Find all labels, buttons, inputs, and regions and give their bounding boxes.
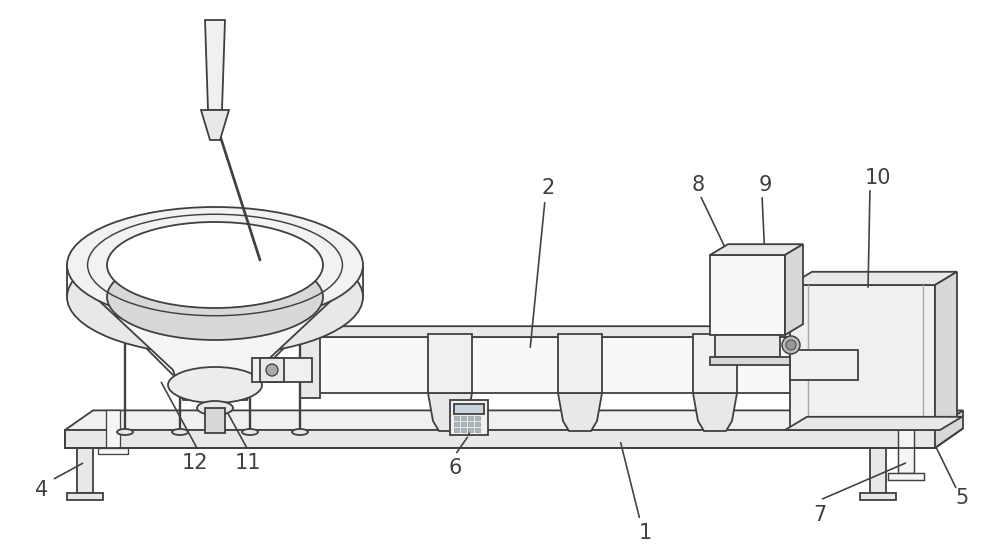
Bar	[450, 400, 488, 435]
Text: 11: 11	[235, 453, 261, 473]
Polygon shape	[898, 429, 914, 473]
Polygon shape	[252, 358, 312, 382]
Text: 5: 5	[955, 488, 969, 508]
Ellipse shape	[107, 254, 323, 340]
Polygon shape	[77, 448, 93, 493]
Polygon shape	[201, 110, 229, 140]
Bar	[454, 422, 459, 426]
Ellipse shape	[67, 207, 363, 323]
Ellipse shape	[170, 310, 190, 318]
Polygon shape	[710, 244, 803, 255]
Bar	[260, 358, 284, 382]
Circle shape	[266, 364, 278, 376]
Ellipse shape	[117, 429, 133, 435]
Bar	[461, 416, 466, 420]
Ellipse shape	[242, 429, 258, 435]
Text: 6: 6	[448, 458, 462, 478]
Polygon shape	[710, 357, 790, 365]
Polygon shape	[888, 473, 924, 480]
Polygon shape	[300, 332, 320, 398]
Ellipse shape	[292, 429, 308, 435]
Ellipse shape	[240, 310, 260, 318]
Ellipse shape	[168, 367, 262, 403]
Polygon shape	[106, 410, 120, 448]
Text: 1: 1	[638, 523, 652, 543]
Text: 12: 12	[182, 453, 208, 473]
Ellipse shape	[197, 401, 233, 415]
Bar	[454, 404, 484, 414]
Bar	[475, 428, 480, 432]
Bar	[461, 428, 466, 432]
Bar	[468, 428, 473, 432]
Bar	[475, 416, 480, 420]
Text: 9: 9	[758, 175, 772, 195]
Polygon shape	[790, 272, 957, 285]
Polygon shape	[65, 430, 935, 448]
Polygon shape	[558, 334, 602, 393]
Polygon shape	[428, 393, 472, 431]
Text: 7: 7	[813, 505, 827, 525]
Text: 10: 10	[865, 168, 891, 188]
Polygon shape	[935, 410, 963, 448]
Bar	[454, 416, 459, 420]
Polygon shape	[310, 337, 840, 393]
Polygon shape	[693, 393, 737, 431]
Circle shape	[786, 340, 796, 350]
Polygon shape	[840, 326, 858, 393]
Polygon shape	[860, 493, 896, 500]
Circle shape	[782, 336, 800, 354]
Ellipse shape	[290, 310, 310, 318]
Ellipse shape	[172, 429, 188, 435]
Polygon shape	[715, 335, 780, 357]
Polygon shape	[785, 417, 962, 430]
Bar	[461, 422, 466, 426]
Polygon shape	[935, 272, 957, 430]
Polygon shape	[710, 255, 785, 335]
Text: 4: 4	[35, 480, 49, 500]
Polygon shape	[790, 285, 935, 430]
Bar	[468, 416, 473, 420]
Polygon shape	[65, 410, 963, 430]
Polygon shape	[67, 493, 103, 500]
Ellipse shape	[115, 310, 135, 318]
Text: 3: 3	[111, 300, 125, 320]
Polygon shape	[870, 448, 886, 493]
Polygon shape	[785, 244, 803, 335]
Polygon shape	[310, 326, 858, 337]
Ellipse shape	[107, 222, 323, 308]
Text: 2: 2	[541, 178, 555, 198]
Polygon shape	[558, 393, 602, 431]
Polygon shape	[428, 334, 472, 393]
Polygon shape	[205, 20, 225, 110]
Text: 8: 8	[691, 175, 705, 195]
Polygon shape	[205, 408, 225, 433]
Polygon shape	[95, 297, 335, 400]
Polygon shape	[790, 350, 858, 380]
Bar	[454, 428, 459, 432]
Polygon shape	[98, 448, 128, 454]
Bar	[468, 422, 473, 426]
Polygon shape	[693, 334, 737, 393]
Ellipse shape	[67, 239, 363, 355]
Bar	[475, 422, 480, 426]
